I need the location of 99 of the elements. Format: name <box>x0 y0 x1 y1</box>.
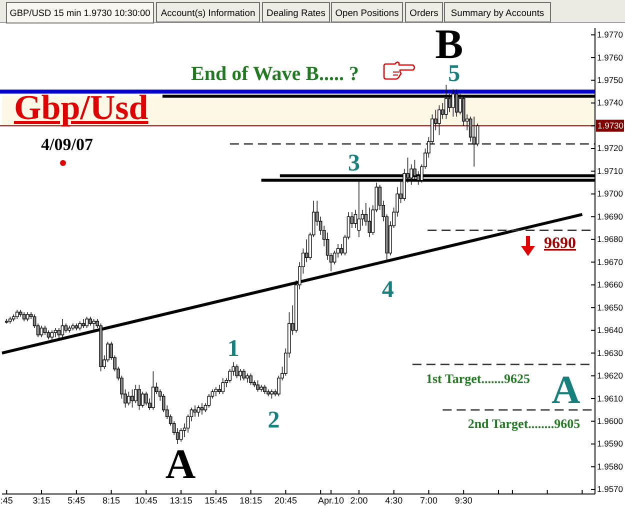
text: GBP/USD 15 min 1.9730 10:30:00 <box>10 8 150 18</box>
y-tick-label: 1.9760 <box>597 52 624 62</box>
candlestick <box>46 330 50 340</box>
x-tick-label: 18:15 <box>240 495 262 506</box>
text: 4/09/07 <box>41 135 94 154</box>
text: Orders <box>410 7 439 18</box>
x-tick-label: 20:45 <box>274 495 297 506</box>
candlestick <box>152 370 155 410</box>
x-tick-label: 2:00 <box>350 495 368 506</box>
annotation: 9690 <box>544 235 576 252</box>
text: Summary by Accounts <box>450 7 544 18</box>
y-tick-label: 1.9580 <box>597 461 624 472</box>
y-tick-label: 1.9700 <box>597 188 624 199</box>
annotation: 3 <box>348 150 360 176</box>
candlestick <box>18 310 22 318</box>
candlestick <box>130 389 134 408</box>
y-tick-label: 1.9660 <box>597 280 624 290</box>
candlestick <box>242 368 246 381</box>
annotation: 2 <box>268 408 280 434</box>
candlestick <box>246 373 249 383</box>
candlestick <box>256 380 260 392</box>
candlestick <box>193 404 197 418</box>
candlestick <box>85 316 89 328</box>
x-tick-label: Apr.10 <box>318 495 344 506</box>
candlestick <box>472 116 476 168</box>
candlestick <box>50 330 54 342</box>
y-tick-label: 1.9750 <box>597 75 624 86</box>
candlestick <box>138 384 141 410</box>
y-tick-label: 1.9690 <box>597 211 624 222</box>
x-tick-label: 4:30 <box>385 495 403 506</box>
candlestick <box>40 325 44 338</box>
x-tick-label: :45 <box>0 495 13 506</box>
candlestick <box>270 389 274 399</box>
candlestick <box>15 310 19 320</box>
x-tick-label: 9:30 <box>454 495 472 506</box>
y-tick-label: 1.9740 <box>597 98 624 108</box>
text: Dealing Rates <box>266 7 326 18</box>
candlestick <box>127 391 130 406</box>
x-tick-label: 10:45 <box>134 495 158 506</box>
candlestick <box>238 368 242 381</box>
y-tick-label: 1.9570 <box>597 484 624 494</box>
candlestick <box>207 394 211 408</box>
annotation: A <box>165 442 196 488</box>
candlestick <box>71 323 75 331</box>
candlestick <box>68 325 72 333</box>
annotation: End of Wave B..... ? <box>191 63 359 85</box>
candlestick <box>78 320 82 331</box>
x-tick-label: 7:00 <box>420 495 438 506</box>
candlestick <box>438 104 441 136</box>
x-tick-label: 5:45 <box>68 495 86 506</box>
candlestick <box>88 316 92 326</box>
y-tick-label: 1.9650 <box>597 302 624 312</box>
text: Account(s) Information <box>160 7 256 18</box>
y-tick-label: 1.9770 <box>597 30 624 40</box>
y-tick-label: 1.9710 <box>597 166 624 176</box>
candlestick <box>200 402 204 415</box>
candlestick <box>249 373 252 386</box>
candlestick <box>221 378 225 394</box>
candlestick <box>5 318 8 324</box>
candlestick <box>64 323 68 333</box>
y-tick-label: 1.9610 <box>597 393 624 404</box>
y-tick-label: 1.9620 <box>597 370 624 381</box>
candlestick <box>368 207 372 238</box>
y-tick-label: 1.9720 <box>597 143 624 154</box>
y-tick-label: 1.9630 <box>597 348 624 358</box>
candlestick <box>54 328 58 338</box>
candlestick <box>144 391 148 406</box>
annotation: 1st Target.......9625 <box>426 371 530 386</box>
candlestick <box>26 312 30 322</box>
y-tick-label: 1.9640 <box>597 325 624 336</box>
candlestick <box>92 318 96 331</box>
y-tick-label: 1.9680 <box>597 234 624 244</box>
y-tick-label: 1.9590 <box>597 438 624 449</box>
text: Open Positions <box>335 7 400 18</box>
candlestick <box>196 404 200 418</box>
candlestick <box>8 316 12 324</box>
annotation: 1 <box>227 336 240 362</box>
y-tick-label: 1.9670 <box>597 256 624 267</box>
candlestick <box>82 318 86 328</box>
y-tick-label: 1.9600 <box>597 416 624 426</box>
x-tick-label: 3:15 <box>32 495 50 506</box>
candlestick <box>74 323 78 331</box>
candlestick <box>60 318 64 338</box>
candlestick <box>22 312 26 322</box>
annotation: 2nd Target........9605 <box>468 416 581 431</box>
candlestick <box>214 386 218 397</box>
candlestick <box>12 314 16 322</box>
x-tick-label: 8:15 <box>102 495 120 506</box>
x-tick-label: 15:45 <box>204 495 228 506</box>
x-tick-label: 13:15 <box>170 495 192 506</box>
candlestick <box>179 428 183 442</box>
annotation: 4 <box>382 276 394 303</box>
text: Gbp/Usd <box>14 88 148 127</box>
annotation: A <box>552 367 581 412</box>
candlestick <box>235 364 239 378</box>
candlestick <box>43 325 47 336</box>
candlestick <box>266 389 270 397</box>
candlestick <box>260 384 263 392</box>
candlestick <box>263 384 266 394</box>
